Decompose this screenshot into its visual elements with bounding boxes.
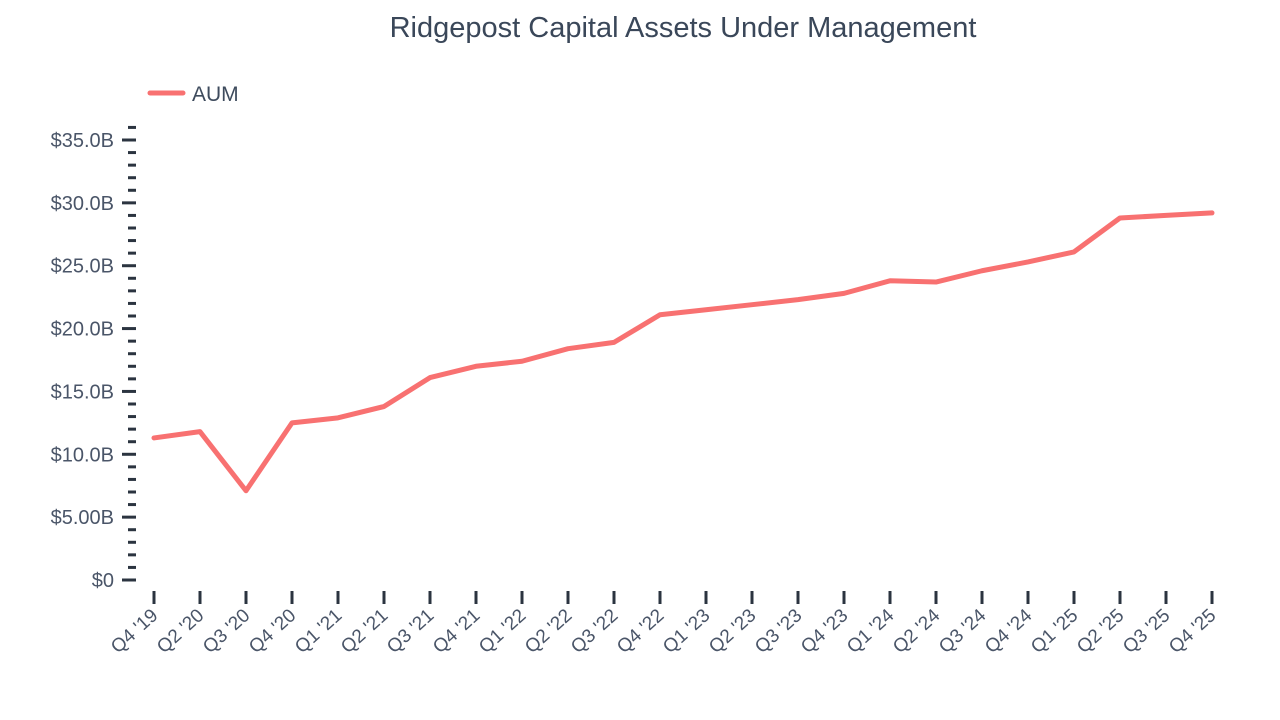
y-tick-label: $5.00B: [51, 507, 114, 529]
y-tick-label: $10.0B: [51, 444, 114, 466]
x-tick-label: Q2 '25: [1073, 605, 1128, 658]
x-tick-label: Q2 '23: [705, 605, 760, 658]
x-tick-label: Q3 '22: [567, 605, 622, 658]
chart-title: Ridgepost Capital Assets Under Managemen…: [390, 12, 977, 44]
x-tick-label: Q3 '24: [935, 605, 991, 658]
x-tick-label: Q3 '21: [383, 605, 438, 658]
x-tick-label: Q1 '24: [843, 605, 899, 658]
y-tick-label: $35.0B: [51, 130, 114, 152]
x-tick-label: Q1 '21: [291, 605, 346, 658]
x-tick-label: Q4 '24: [981, 605, 1037, 658]
x-tick-label: Q3 '23: [751, 605, 806, 658]
series-layer: [151, 210, 1215, 494]
x-tick-label: Q4 '23: [797, 605, 852, 658]
x-tick-label: Q4 '19: [107, 605, 162, 658]
y-tick-label: $20.0B: [51, 319, 114, 341]
legend-label: AUM: [192, 83, 239, 106]
x-tick-label: Q3 '20: [199, 605, 254, 658]
y-tick-label: $0: [92, 570, 114, 592]
x-tick-label: Q1 '25: [1027, 605, 1082, 658]
x-tick-label: Q4 '22: [613, 605, 668, 658]
x-tick-label: Q2 '22: [521, 605, 576, 658]
legend[interactable]: AUM: [147, 83, 239, 106]
x-tick-label: Q2 '21: [337, 605, 392, 658]
x-tick-label: Q2 '20: [153, 605, 208, 658]
x-tick-label: Q1 '23: [659, 605, 714, 658]
y-tick-label: $30.0B: [51, 193, 114, 215]
x-tick-label: Q3 '25: [1119, 605, 1174, 658]
x-tick-label: Q4 '20: [245, 605, 300, 658]
y-tick-label: $25.0B: [51, 256, 114, 278]
x-tick-label: Q1 '22: [475, 605, 530, 658]
axes-layer: $0 $5.00B $10.0B $15.0B $20.0B $25.0B $30.0B $3…: [51, 125, 1220, 658]
x-tick-label: Q4 '21: [429, 605, 484, 658]
y-tick-label: $15.0B: [51, 381, 114, 403]
x-tick-label: Q4 '25: [1165, 605, 1220, 658]
x-tick-label: Q2 '24: [889, 605, 945, 658]
aum-series-line: [151, 210, 1215, 494]
